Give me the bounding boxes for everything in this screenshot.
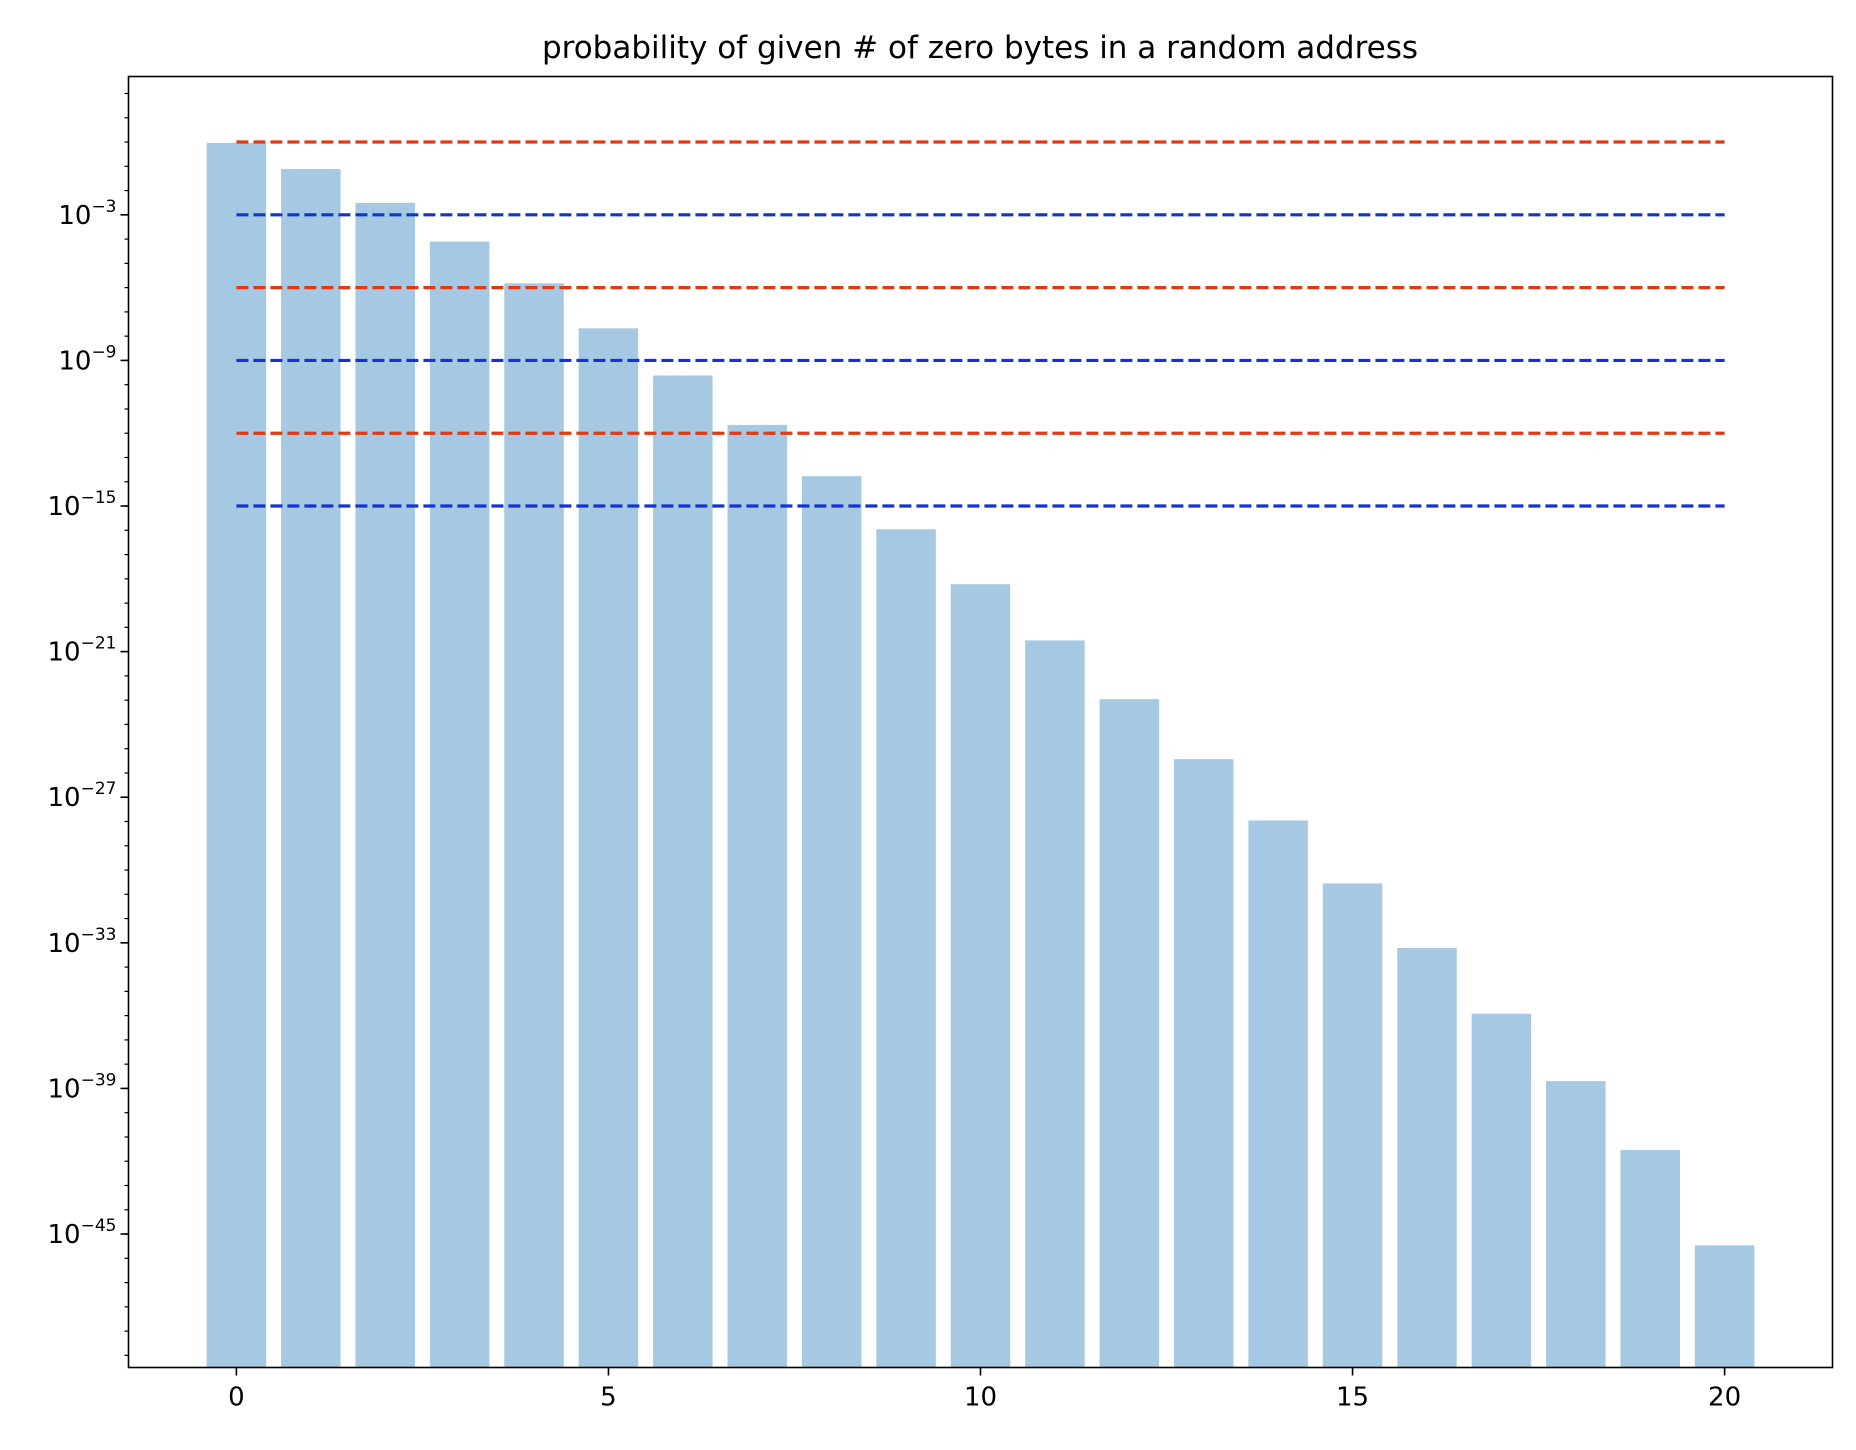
bar-8 — [801, 476, 862, 1368]
bar-5 — [578, 328, 639, 1368]
x-tick-label-20: 20 — [1708, 1383, 1741, 1413]
bar-0 — [206, 142, 267, 1368]
bars-group — [206, 142, 1755, 1368]
y-tick-base: 10 — [58, 201, 91, 231]
bar-15 — [1322, 883, 1383, 1368]
y-tick-exponent: −39 — [81, 1070, 117, 1090]
bar-17 — [1471, 1013, 1532, 1368]
bar-19 — [1620, 1150, 1680, 1368]
x-axis-ticks: 0 5 10 15 20 — [228, 1367, 1741, 1413]
bar-3 — [429, 241, 490, 1368]
bar-4 — [504, 283, 564, 1368]
chart-title: probability of given # of zero bytes in … — [542, 30, 1418, 66]
y-tick-exponent: −33 — [81, 925, 117, 945]
bar-11 — [1025, 640, 1085, 1368]
x-tick-label-15: 15 — [1336, 1383, 1369, 1413]
bar-16 — [1397, 948, 1457, 1368]
reference-lines-group — [236, 140, 1725, 508]
y-tick-label--27: 10−27 — [48, 779, 117, 813]
bar-20 — [1694, 1245, 1755, 1368]
y-tick-label--15: 10−15 — [48, 488, 117, 522]
x-tick-label-5: 5 — [600, 1383, 617, 1413]
bar-12 — [1099, 699, 1160, 1368]
x-tick-label-0: 0 — [228, 1383, 245, 1413]
y-tick-exponent: −15 — [81, 488, 117, 508]
y-tick-label--9: 10−9 — [58, 342, 116, 376]
bar-18 — [1546, 1081, 1606, 1368]
y-tick-exponent: −9 — [91, 342, 116, 362]
y-tick-base: 10 — [48, 492, 81, 522]
bar-14 — [1248, 820, 1308, 1368]
y-tick-exponent: −3 — [91, 197, 116, 217]
y-tick-base: 10 — [48, 1074, 81, 1104]
bar-6 — [653, 375, 713, 1368]
bar-9 — [876, 529, 936, 1368]
bar-2 — [355, 202, 415, 1368]
y-tick-label--45: 10−45 — [48, 1216, 117, 1250]
bar-1 — [281, 169, 341, 1368]
y-tick-label--3: 10−3 — [58, 197, 116, 231]
y-tick-exponent: −21 — [81, 634, 117, 654]
x-tick-label-10: 10 — [964, 1383, 997, 1413]
y-tick-base: 10 — [48, 783, 81, 813]
y-tick-label--33: 10−33 — [48, 925, 117, 959]
y-tick-base: 10 — [48, 638, 81, 668]
y-tick-base: 10 — [48, 1220, 81, 1250]
bar-13 — [1173, 759, 1234, 1368]
y-tick-exponent: −45 — [81, 1216, 117, 1236]
y-tick-label--21: 10−21 — [48, 634, 117, 668]
bar-10 — [950, 584, 1011, 1368]
y-tick-label--39: 10−39 — [48, 1070, 117, 1104]
y-tick-exponent: −27 — [81, 779, 117, 799]
y-tick-base: 10 — [58, 346, 91, 376]
bar-7 — [727, 424, 788, 1368]
y-tick-base: 10 — [48, 929, 81, 959]
